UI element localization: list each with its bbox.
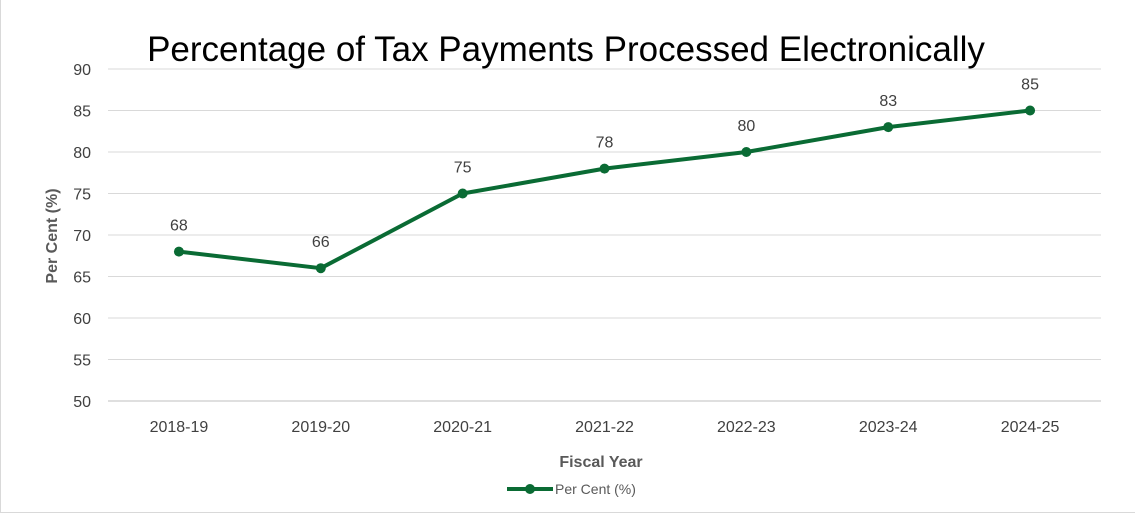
- data-label: 83: [879, 93, 897, 110]
- y-tick-label: 85: [73, 104, 91, 121]
- series-lines: [173, 105, 1036, 274]
- data-point: [1025, 105, 1036, 116]
- data-label: 78: [596, 135, 614, 152]
- y-tick-label: 70: [73, 228, 91, 245]
- x-tick-label: 2018-19: [150, 419, 209, 436]
- data-point: [173, 246, 184, 257]
- data-point: [599, 163, 610, 174]
- x-axis-title: Fiscal Year: [559, 454, 642, 471]
- y-tick-label: 60: [73, 311, 91, 328]
- y-axis-title: Per Cent (%): [44, 188, 61, 283]
- legend: Per Cent (%): [507, 481, 636, 497]
- data-label: 75: [454, 160, 472, 177]
- x-axis-ticks: 2018-19 2019-20 2020-21 2021-22 2022-23 2023-…: [150, 419, 1060, 436]
- data-label: 85: [1021, 77, 1039, 94]
- x-tick-label: 2021-22: [575, 419, 634, 436]
- x-tick-label: 2022-23: [717, 419, 776, 436]
- y-tick-label: 65: [73, 270, 91, 287]
- data-label: 80: [737, 118, 755, 135]
- y-tick-label: 55: [73, 353, 91, 370]
- gridlines: [108, 68, 1101, 402]
- x-tick-label: 2020-21: [433, 419, 492, 436]
- data-labels: 68 66 75 78 80 83 85: [170, 77, 1039, 252]
- data-point: [883, 122, 894, 133]
- data-point: [315, 263, 326, 274]
- legend-label: Per Cent (%): [555, 481, 636, 497]
- data-point: [457, 188, 468, 199]
- y-tick-label: 50: [73, 394, 91, 411]
- data-label: 68: [170, 218, 188, 235]
- legend-dot-marker: [525, 484, 535, 494]
- data-label: 66: [312, 234, 330, 251]
- x-tick-label: 2019-20: [291, 419, 350, 436]
- x-tick-label: 2024-25: [1001, 419, 1060, 436]
- y-tick-label: 75: [73, 187, 91, 204]
- y-tick-label: 90: [73, 62, 91, 79]
- y-tick-label: 80: [73, 145, 91, 162]
- y-axis-ticks: 50 55 60 65 70 75 80 85 90: [73, 62, 91, 411]
- x-tick-label: 2023-24: [859, 419, 918, 436]
- data-point: [741, 147, 752, 157]
- chart-title: Percentage of Tax Payments Processed Ele…: [147, 30, 985, 69]
